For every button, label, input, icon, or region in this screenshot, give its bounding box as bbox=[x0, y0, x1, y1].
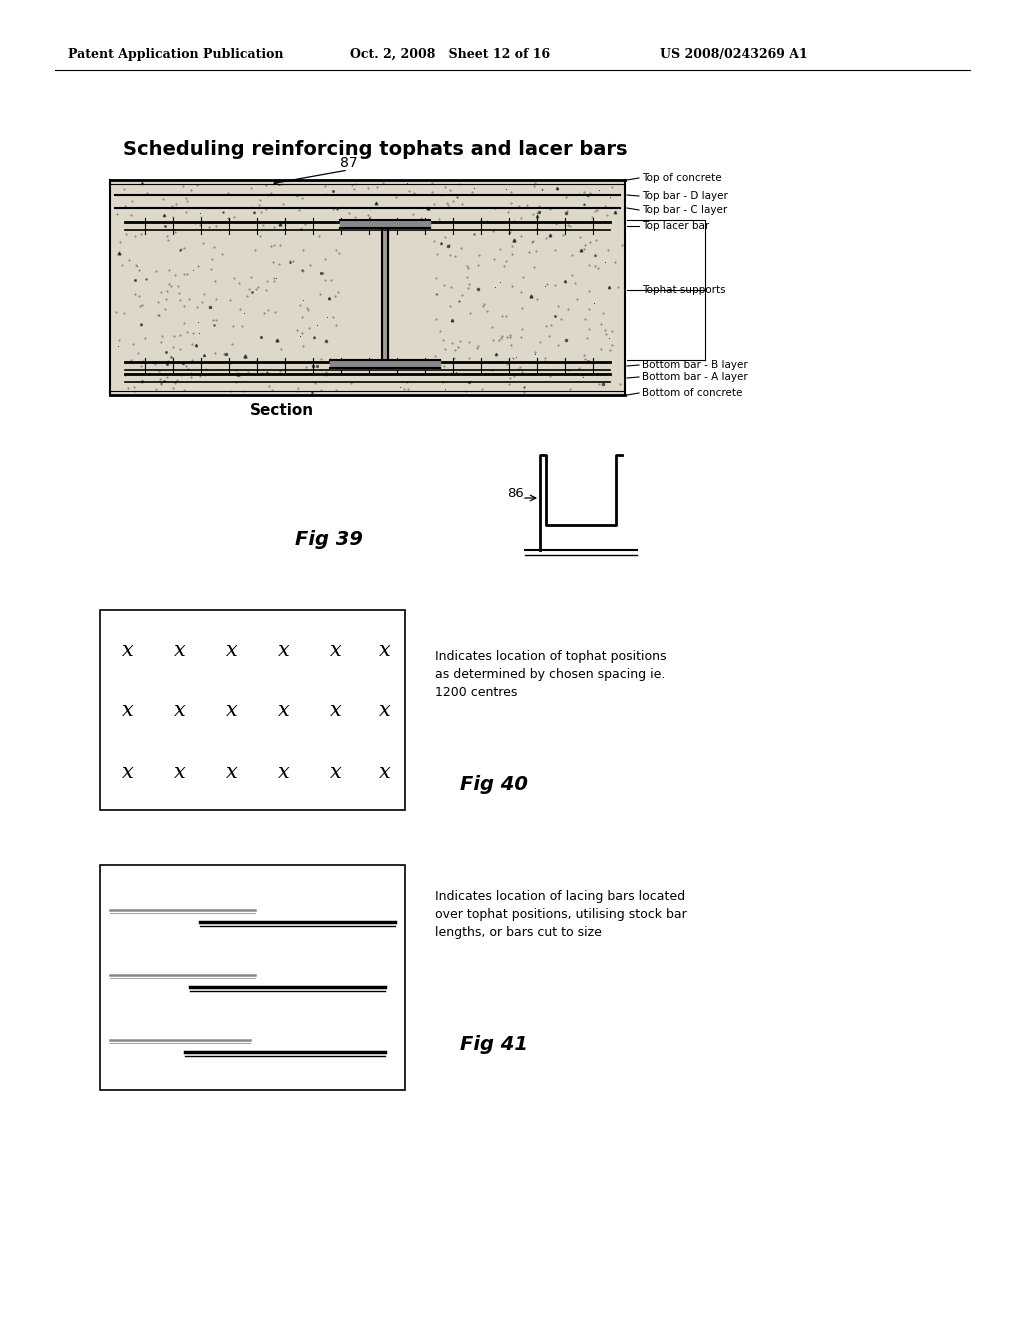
Text: x: x bbox=[330, 640, 342, 660]
Text: Scheduling reinforcing tophats and lacer bars: Scheduling reinforcing tophats and lacer… bbox=[123, 140, 628, 158]
Text: Bottom bar - B layer: Bottom bar - B layer bbox=[642, 360, 748, 370]
Text: x: x bbox=[279, 640, 290, 660]
Text: US 2008/0243269 A1: US 2008/0243269 A1 bbox=[660, 48, 808, 61]
Text: Top bar - C layer: Top bar - C layer bbox=[642, 205, 727, 215]
Text: Section: Section bbox=[250, 403, 314, 418]
Text: 87: 87 bbox=[340, 156, 357, 170]
Text: x: x bbox=[122, 763, 134, 783]
Text: Indicates location of tophat positions
as determined by chosen spacing ie.
1200 : Indicates location of tophat positions a… bbox=[435, 649, 667, 700]
Text: 86: 86 bbox=[507, 487, 523, 500]
Bar bbox=[100, 865, 406, 1090]
Text: Oct. 2, 2008   Sheet 12 of 16: Oct. 2, 2008 Sheet 12 of 16 bbox=[350, 48, 550, 61]
Text: Fig 40: Fig 40 bbox=[460, 775, 528, 795]
Text: x: x bbox=[379, 640, 391, 660]
Text: x: x bbox=[330, 763, 342, 783]
Text: x: x bbox=[279, 763, 290, 783]
Text: Fig 41: Fig 41 bbox=[460, 1035, 528, 1053]
Text: x: x bbox=[379, 763, 391, 783]
Bar bbox=[110, 180, 625, 395]
Text: x: x bbox=[122, 640, 134, 660]
Text: Indicates location of lacing bars located
over tophat positions, utilising stock: Indicates location of lacing bars locate… bbox=[435, 890, 687, 939]
Text: x: x bbox=[226, 763, 238, 783]
Text: x: x bbox=[279, 701, 290, 719]
Text: Patent Application Publication: Patent Application Publication bbox=[68, 48, 284, 61]
Text: x: x bbox=[226, 640, 238, 660]
Text: x: x bbox=[226, 701, 238, 719]
Text: x: x bbox=[330, 701, 342, 719]
Text: Top lacer bar: Top lacer bar bbox=[642, 220, 710, 231]
Text: x: x bbox=[379, 701, 391, 719]
Text: Bottom bar - A layer: Bottom bar - A layer bbox=[642, 372, 748, 381]
Text: x: x bbox=[174, 701, 186, 719]
Text: Top bar - D layer: Top bar - D layer bbox=[642, 191, 728, 201]
Bar bbox=[100, 610, 406, 810]
Text: Bottom of concrete: Bottom of concrete bbox=[642, 388, 742, 399]
Text: x: x bbox=[174, 640, 186, 660]
Text: Top of concrete: Top of concrete bbox=[642, 173, 722, 183]
Text: x: x bbox=[122, 701, 134, 719]
Text: Fig 39: Fig 39 bbox=[295, 531, 362, 549]
Text: Tophat supports: Tophat supports bbox=[642, 285, 726, 294]
Text: x: x bbox=[174, 763, 186, 783]
